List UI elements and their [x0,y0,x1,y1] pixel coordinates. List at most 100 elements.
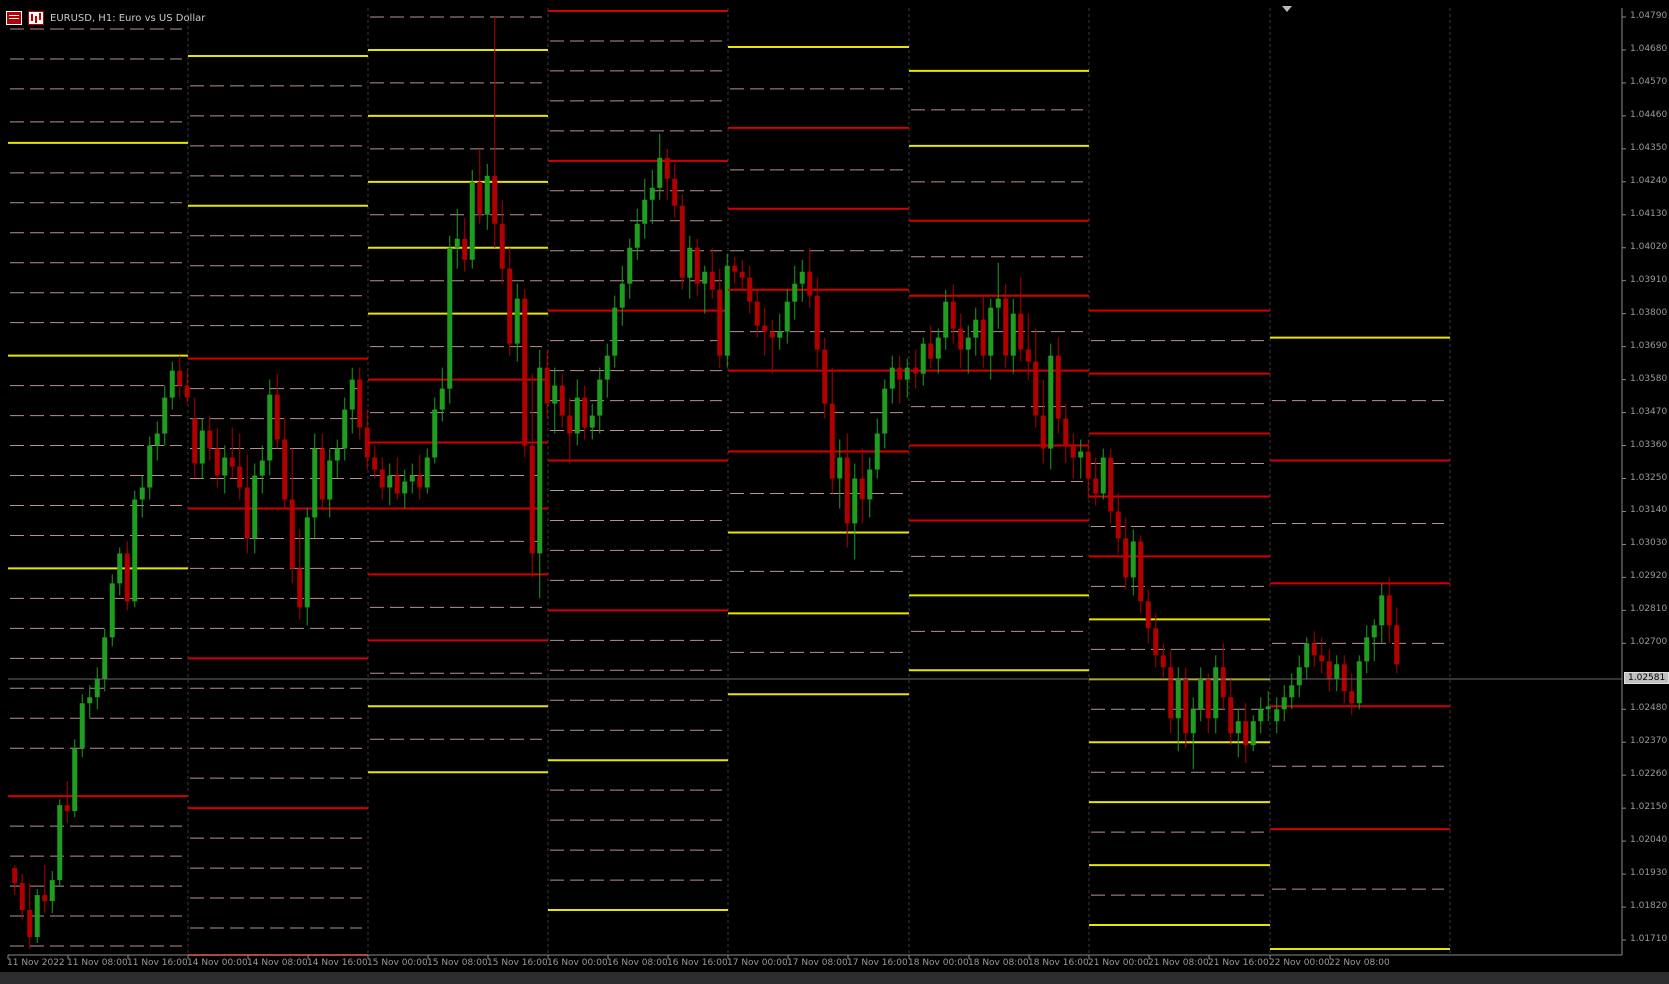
bull-candle [965,337,971,350]
bear-candle [672,178,678,206]
bear-candle [559,385,565,416]
price-label: 1.03030 [1630,538,1668,549]
bull-candle [642,199,648,224]
bear-candle [477,181,483,215]
bull-candle [132,499,138,602]
bear-candle [1145,601,1151,629]
bull-candle [1078,451,1084,458]
bull-candle [1356,661,1362,704]
bull-candle [1048,355,1054,449]
bear-candle [184,385,190,398]
time-label: 17 Nov 16:00 [847,958,908,968]
bear-candle [42,895,48,902]
bear-candle [244,487,250,539]
bull-candle [49,880,55,902]
bear-candle [1123,538,1129,578]
scroll-marker-icon[interactable] [1282,6,1292,12]
bear-candle [319,448,325,500]
bull-candle [514,298,520,344]
price-label: 1.02920 [1630,571,1668,582]
bull-candle [612,307,618,356]
bear-candle [739,271,745,278]
bear-candle [1093,478,1099,494]
bull-candle [904,367,910,380]
bear-candle [732,265,738,272]
bull-candle [79,703,85,749]
time-label: 14 Nov 00:00 [187,958,248,968]
bull-candle [252,475,258,539]
bear-candle [544,367,550,404]
time-label: 11 Nov 2022 [7,958,65,968]
bear-candle [207,430,213,449]
bull-candle [724,265,730,356]
bear-candle [274,394,280,440]
bear-candle [462,238,468,260]
bull-candle [117,553,123,584]
price-label: 1.03690 [1630,340,1668,351]
bull-candle [94,679,100,698]
bear-candle [859,478,865,500]
bull-candle [1010,313,1016,356]
bear-candle [1341,664,1347,692]
bear-candle [582,397,588,428]
price-label: 1.03360 [1630,439,1668,450]
bear-candle [1160,655,1166,668]
price-label: 1.04790 [1630,10,1668,21]
bear-candle [567,415,573,434]
bull-candle [627,247,633,284]
time-label: 11 Nov 08:00 [67,958,128,968]
bear-candle [364,427,370,458]
bull-candle [1296,667,1302,686]
bull-candle [874,433,880,470]
bear-candle [1153,628,1159,656]
price-label: 1.02040 [1630,835,1668,846]
bull-candle [1364,637,1370,662]
bear-candle [177,370,183,386]
bull-candle [432,409,438,458]
price-label: 1.03470 [1630,406,1668,417]
bull-candle [304,517,310,608]
bear-candle [499,223,505,269]
bear-candle [229,457,235,467]
bull-candle [1281,697,1287,710]
bull-candle [267,394,273,461]
bear-candle [27,910,33,938]
price-label: 1.03580 [1630,373,1668,384]
price-label: 1.04240 [1630,175,1668,186]
bear-candle [214,448,220,476]
bull-candle [72,748,78,812]
chart-title: EURUSD, H1: Euro vs US Dollar [50,12,206,24]
bull-candle [259,460,265,476]
price-label: 1.03910 [1630,274,1668,285]
bear-candle [1243,721,1249,746]
bull-candle [1258,709,1264,722]
bull-candle [139,487,145,500]
chart-title-bar: EURUSD, H1: Euro vs US Dollar [6,8,205,28]
bull-candle [837,457,843,479]
time-label: 15 Nov 08:00 [427,958,488,968]
bear-candle [507,268,513,344]
bull-candle [312,448,318,518]
grid-table-icon[interactable] [6,11,22,25]
bear-candle [709,271,715,290]
bear-candle [950,301,956,329]
bull-candle [1250,721,1256,746]
price-label: 1.01930 [1630,868,1668,879]
time-label: 16 Nov 00:00 [547,958,608,968]
bull-candle [867,469,873,500]
bear-candle [1025,349,1031,362]
time-label: 22 Nov 08:00 [1329,958,1390,968]
bear-candle [1085,451,1091,479]
price-label: 1.04460 [1630,109,1668,120]
price-label: 1.02260 [1630,769,1668,780]
bear-candle [897,367,903,380]
candlestick-chart-icon[interactable] [28,11,44,25]
price-label: 1.03140 [1630,505,1668,516]
bull-candle [327,460,333,500]
bear-candle [394,475,400,494]
bull-candle [935,337,941,359]
bear-candle [1228,697,1234,734]
bear-candle [357,379,363,428]
